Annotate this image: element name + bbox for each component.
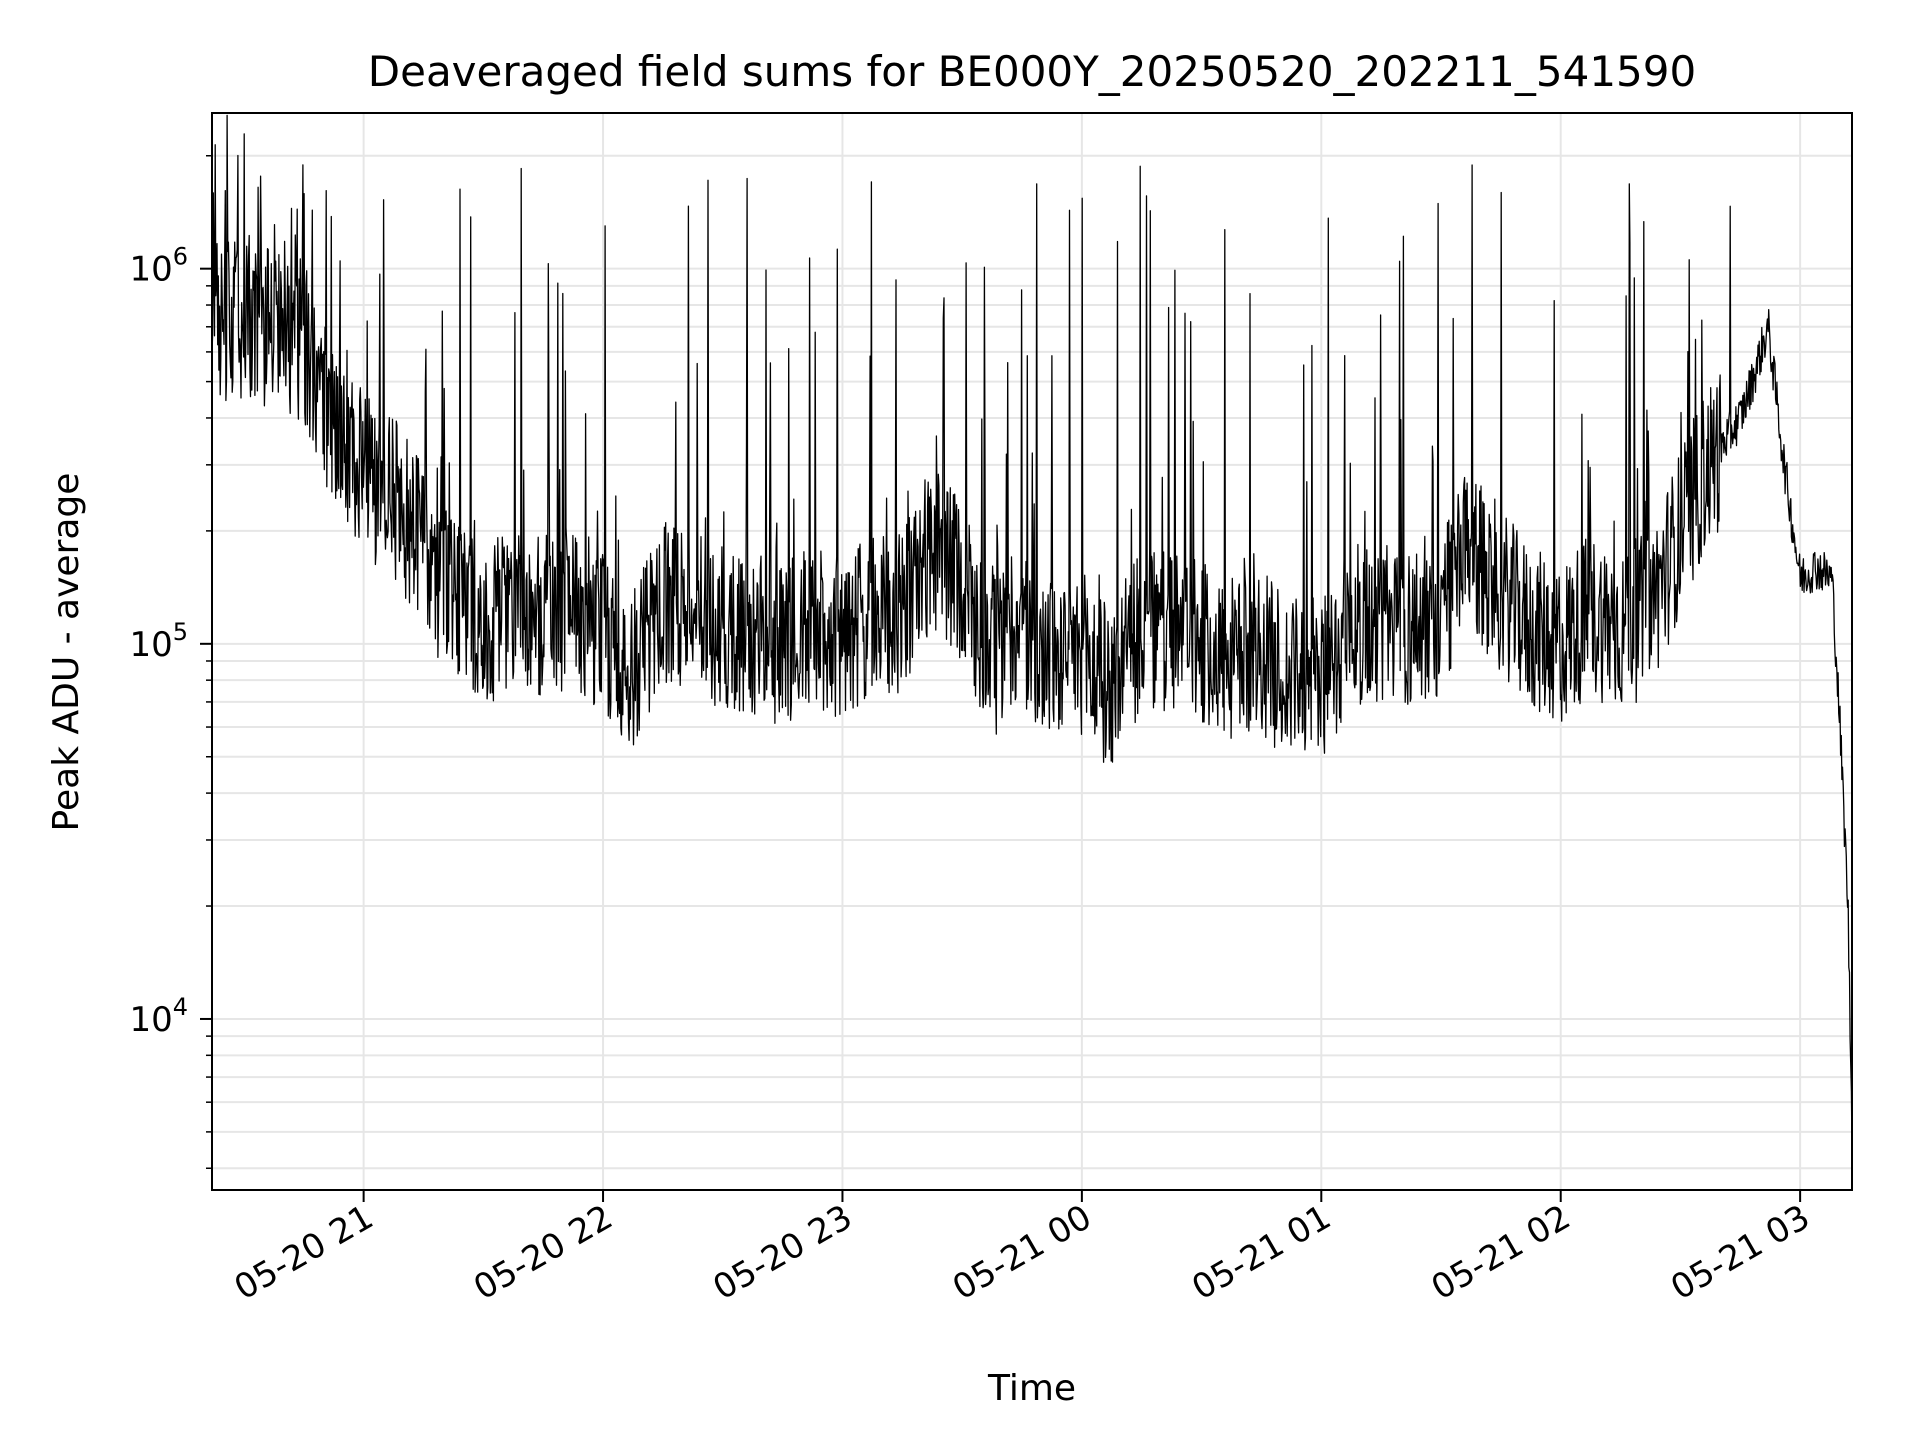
series-line <box>211 114 1853 1154</box>
y-tick-base: 10 <box>129 625 172 665</box>
y-axis-label: Peak ADU - average <box>46 473 87 832</box>
x-axis-label: Time <box>987 1368 1076 1409</box>
y-tick-label: 106 <box>129 243 188 290</box>
y-tick-exponent: 4 <box>173 993 188 1021</box>
y-tick-label: 105 <box>129 618 188 665</box>
plot-frame <box>211 112 1853 1191</box>
data-layer <box>211 114 1853 1154</box>
chart-title: Deaveraged field sums for BE000Y_2025052… <box>368 47 1696 96</box>
y-tick-exponent: 6 <box>173 243 188 271</box>
y-tick-base: 10 <box>129 1000 172 1040</box>
y-tick-base: 10 <box>129 250 172 290</box>
y-tick-exponent: 5 <box>173 618 188 646</box>
y-tick-label: 104 <box>129 993 188 1040</box>
